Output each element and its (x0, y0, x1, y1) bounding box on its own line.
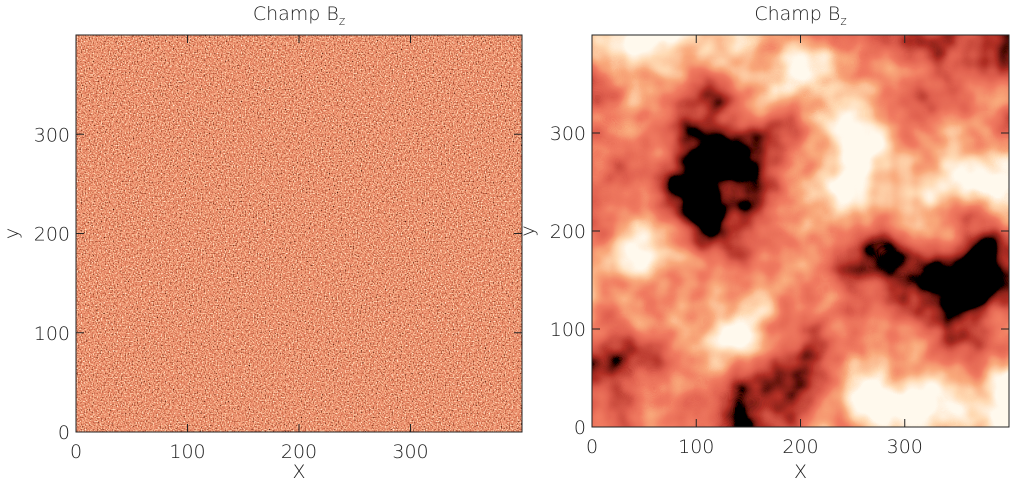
y-tick-label: 0 (58, 422, 70, 444)
x-axis-label: X (292, 461, 305, 483)
y-tick-label: 300 (550, 123, 586, 145)
x-tick-label: 200 (782, 436, 818, 458)
y-tick-label: 100 (34, 323, 70, 345)
y-axis-label: y (1, 228, 23, 239)
chart-title: Champ Bz (754, 3, 846, 28)
y-tick-label: 200 (550, 221, 586, 243)
title-subscript: z (339, 14, 345, 28)
x-tick-label: 300 (392, 441, 428, 463)
y-tick-label: 0 (574, 417, 586, 439)
chart-title: Champ Bz (253, 3, 345, 28)
title-text: Champ B (754, 3, 840, 25)
x-tick-label: 0 (586, 436, 598, 458)
heatmap-image (592, 35, 1009, 427)
x-axis-label: X (794, 461, 807, 483)
x-tick-label: 100 (169, 441, 205, 463)
heatmap-image (76, 35, 522, 432)
x-tick-label: 0 (70, 441, 82, 463)
x-tick-label: 100 (678, 436, 714, 458)
title-text: Champ B (253, 3, 339, 25)
y-tick-label: 200 (34, 224, 70, 246)
y-tick-label: 300 (34, 124, 70, 146)
title-subscript: z (840, 14, 846, 28)
y-tick-label: 100 (550, 319, 586, 341)
x-tick-label: 300 (887, 436, 923, 458)
x-tick-label: 200 (281, 441, 317, 463)
y-axis-label: y (517, 225, 539, 236)
